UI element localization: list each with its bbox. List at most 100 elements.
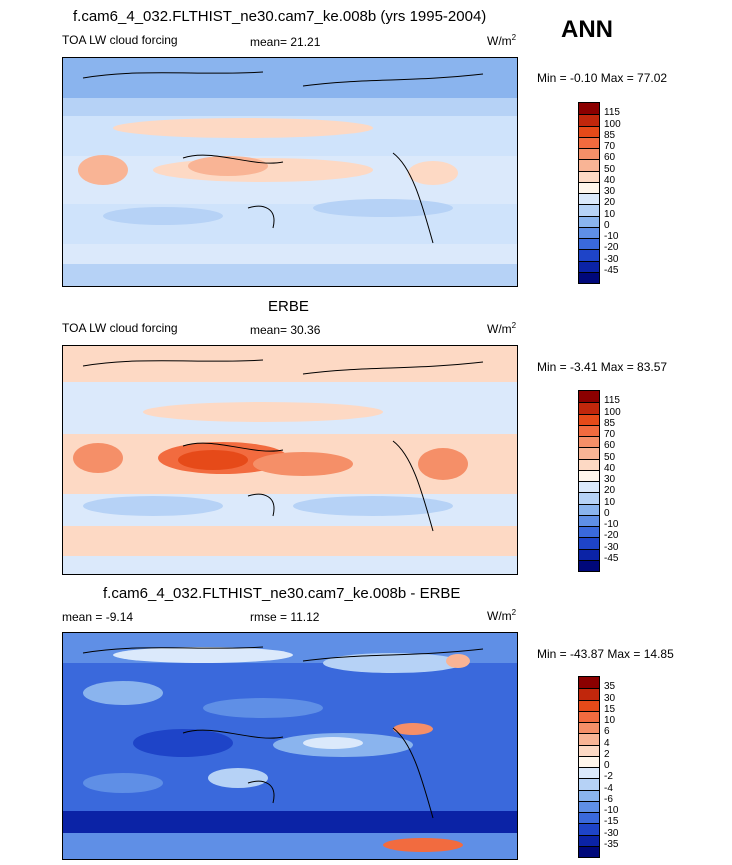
- colorbar-tick-label: 0: [604, 760, 610, 771]
- colorbar-tick-label: 6: [604, 726, 610, 738]
- colorbar-segment: [579, 778, 599, 790]
- colorbar-segment: [579, 271, 599, 283]
- colorbar-segment: [579, 447, 599, 459]
- colorbar-tick-label: 15: [604, 703, 616, 715]
- panel2-units: W/m2: [487, 321, 517, 336]
- colorbar-segment: [579, 688, 599, 700]
- colorbar-segment: [579, 238, 599, 250]
- colorbar-segment: [579, 789, 599, 801]
- panel1-map-field: [63, 58, 517, 286]
- colorbar-tick-label: 20: [604, 197, 616, 209]
- colorbar-tick-label: 50: [604, 451, 616, 463]
- panel3-rmse-label: rmse = 11.12: [250, 610, 320, 624]
- colorbar-tick-label: 115: [604, 107, 620, 119]
- panel2-minmax: Min = -3.41 Max = 83.57: [537, 360, 668, 374]
- colorbar-segment: [579, 514, 599, 526]
- colorbar-segment: [579, 148, 599, 160]
- colorbar-tick-label: -6: [604, 793, 613, 805]
- panel3-map: [62, 632, 518, 860]
- colorbar-tick-label: -45: [604, 552, 619, 564]
- colorbar-tick-label: -20: [604, 242, 619, 254]
- colorbar-tick-label: 2: [604, 748, 610, 760]
- colorbar-tick-label: 85: [604, 417, 616, 429]
- colorbar-segment: [579, 125, 599, 137]
- colorbar-segment: [579, 845, 599, 857]
- colorbar-segment: [579, 436, 599, 448]
- panel3-minmax: Min = -43.87 Max = 14.85: [537, 647, 674, 661]
- colorbar-segment: [579, 492, 599, 504]
- panel2-colorbar: [578, 390, 600, 572]
- colorbar-tick-label: 4: [604, 737, 610, 749]
- colorbar-tick-label: -45: [604, 264, 619, 276]
- colorbar-segment: [579, 823, 599, 835]
- colorbar-segment: [579, 834, 599, 846]
- colorbar-segment: [579, 755, 599, 767]
- colorbar-tick-label: -10: [604, 519, 619, 530]
- colorbar-segment: [579, 503, 599, 515]
- colorbar-tick-label: -10: [604, 231, 619, 242]
- colorbar-segment: [579, 391, 599, 403]
- panel1-variable-label: TOA LW cloud forcing: [62, 33, 178, 47]
- colorbar-tick-label: 0: [604, 219, 610, 231]
- colorbar-tick-label: 10: [604, 715, 616, 726]
- colorbar-tick-label: 50: [604, 163, 616, 175]
- panel2-map-field: [63, 346, 517, 574]
- colorbar-tick-label: 30: [604, 186, 616, 197]
- colorbar-segment: [579, 424, 599, 436]
- colorbar-tick-label: 40: [604, 174, 616, 186]
- colorbar-segment: [579, 114, 599, 126]
- colorbar-tick-label: 20: [604, 485, 616, 497]
- colorbar-segment: [579, 526, 599, 538]
- colorbar-tick-label: 35: [604, 681, 616, 693]
- colorbar-tick-label: 0: [604, 507, 610, 519]
- colorbar-segment: [579, 559, 599, 571]
- colorbar-segment: [579, 170, 599, 182]
- colorbar-tick-label: 85: [604, 129, 616, 141]
- colorbar-tick-label: 10: [604, 496, 616, 508]
- colorbar-segment: [579, 481, 599, 493]
- colorbar-segment: [579, 249, 599, 261]
- colorbar-tick-label: 40: [604, 462, 616, 474]
- colorbar-tick-label: -10: [604, 805, 619, 816]
- colorbar-segment: [579, 193, 599, 205]
- colorbar-tick-label: -20: [604, 530, 619, 542]
- colorbar-segment: [579, 812, 599, 824]
- panel2-mean-label: mean= 30.36: [250, 323, 321, 337]
- colorbar-segment: [579, 767, 599, 779]
- panel2-title: ERBE: [268, 298, 309, 315]
- panel3-mean-label: mean = -9.14: [62, 610, 134, 624]
- colorbar-tick-label: -2: [604, 771, 613, 783]
- colorbar-segment: [579, 204, 599, 216]
- colorbar-segment: [579, 722, 599, 734]
- panel3-title: f.cam6_4_032.FLTHIST_ne30.cam7_ke.008b -…: [103, 585, 461, 602]
- colorbar-tick-label: -30: [604, 827, 619, 839]
- panel3-colorbar: [578, 676, 600, 858]
- colorbar-segment: [579, 260, 599, 272]
- colorbar-segment: [579, 699, 599, 711]
- colorbar-tick-label: 10: [604, 208, 616, 220]
- panel1-title: f.cam6_4_032.FLTHIST_ne30.cam7_ke.008b (…: [73, 8, 487, 25]
- colorbar-segment: [579, 458, 599, 470]
- colorbar-tick-label: -30: [604, 541, 619, 553]
- colorbar-segment: [579, 215, 599, 227]
- season-label: ANN: [561, 16, 613, 43]
- colorbar-segment: [579, 136, 599, 148]
- colorbar-segment: [579, 548, 599, 560]
- colorbar-tick-label: -15: [604, 816, 619, 828]
- colorbar-tick-label: 100: [604, 118, 621, 130]
- colorbar-segment: [579, 744, 599, 756]
- panel3-map-field: [63, 633, 517, 859]
- colorbar-tick-label: 70: [604, 429, 616, 440]
- colorbar-tick-label: 30: [604, 474, 616, 485]
- colorbar-tick-label: -4: [604, 782, 613, 794]
- colorbar-tick-label: 30: [604, 692, 616, 704]
- colorbar-segment: [579, 226, 599, 238]
- panel2-variable-label: TOA LW cloud forcing: [62, 321, 178, 335]
- colorbar-tick-label: 60: [604, 152, 616, 164]
- panel1-map: [62, 57, 518, 287]
- colorbar-tick-label: 100: [604, 406, 621, 418]
- colorbar-tick-label: -35: [604, 838, 619, 850]
- colorbar-tick-label: 60: [604, 440, 616, 452]
- colorbar-segment: [579, 710, 599, 722]
- panel3-units: W/m2: [487, 608, 517, 623]
